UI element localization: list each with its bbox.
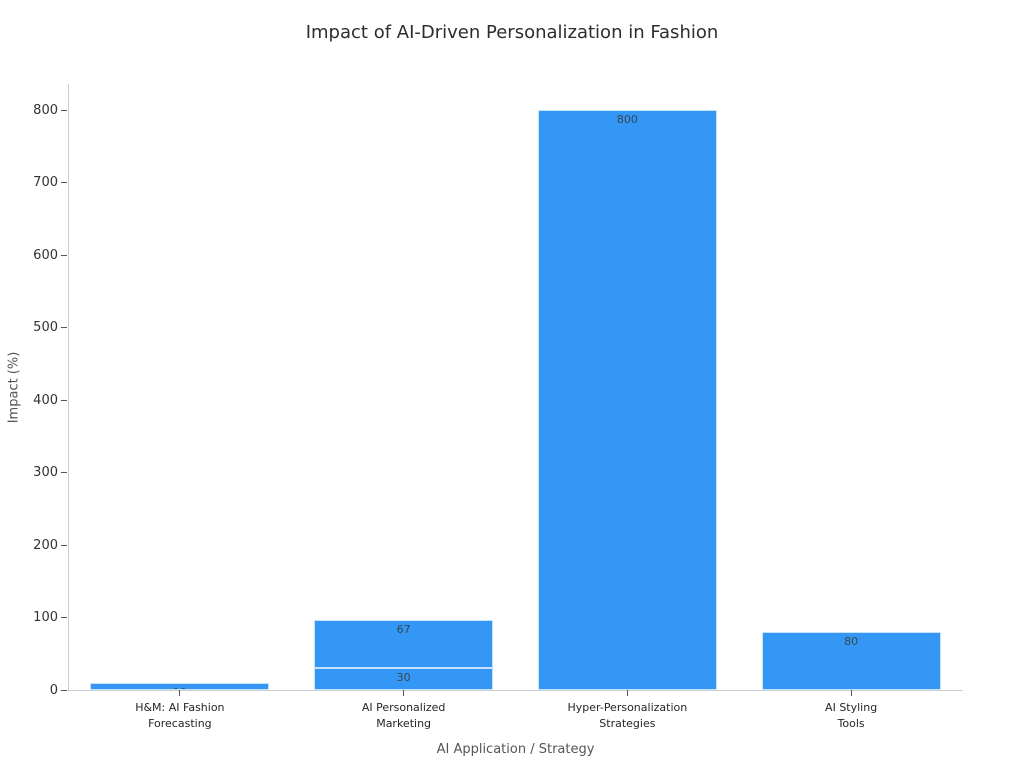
bar-value-label: 30	[396, 671, 411, 685]
y-tick-label: 300	[33, 465, 58, 480]
y-tick-label: 700	[33, 175, 58, 190]
y-tick-label: 800	[33, 102, 58, 118]
y-tick-label: 0	[49, 682, 58, 698]
bar-segment: 30	[314, 668, 494, 690]
y-tick-mark	[61, 544, 67, 546]
y-tick-mark	[61, 327, 67, 328]
x-tick-mark	[403, 690, 405, 696]
bar-segment: 67	[314, 619, 494, 669]
chart-title: Impact of AI-Driven Personalization in F…	[305, 22, 719, 43]
y-tick-label: 100	[33, 610, 58, 625]
bar-segment: 800	[537, 110, 717, 690]
y-tick-mark	[61, 399, 67, 401]
y-axis-spine	[68, 84, 69, 690]
bar-value-label: 10	[91, 686, 268, 689]
bar-segment: 80	[761, 632, 941, 690]
x-tick-label: AI Personalized Marketing	[361, 701, 446, 730]
x-tick-label: Hyper-Personalization Strategies	[567, 701, 688, 730]
bar-value-label: 800	[616, 113, 638, 126]
x-axis-spine	[68, 690, 963, 691]
y-axis-title: Impact (%)	[6, 351, 22, 424]
x-tick-mark	[626, 690, 628, 696]
y-tick-mark	[61, 689, 67, 691]
x-tick-mark	[179, 690, 181, 696]
y-tick-mark	[61, 109, 67, 111]
x-tick-label: H&M: AI Fashion Forecasting	[135, 701, 225, 730]
y-tick-mark	[61, 472, 67, 473]
bar-segment: 10	[90, 682, 270, 690]
bar-value-label: 80	[844, 635, 859, 648]
y-tick-label: 500	[33, 320, 58, 335]
y-tick-label: 600	[33, 247, 58, 263]
y-tick-mark	[61, 254, 67, 256]
y-tick-label: 400	[33, 392, 58, 408]
x-tick-label: AI Styling Tools	[825, 701, 878, 730]
y-tick-mark	[61, 182, 67, 183]
bar-value-label: 67	[396, 622, 411, 636]
y-tick-label: 200	[33, 537, 58, 553]
y-tick-mark	[61, 617, 67, 618]
x-axis-title: AI Application / Strategy	[436, 742, 595, 757]
x-tick-mark	[850, 690, 852, 696]
